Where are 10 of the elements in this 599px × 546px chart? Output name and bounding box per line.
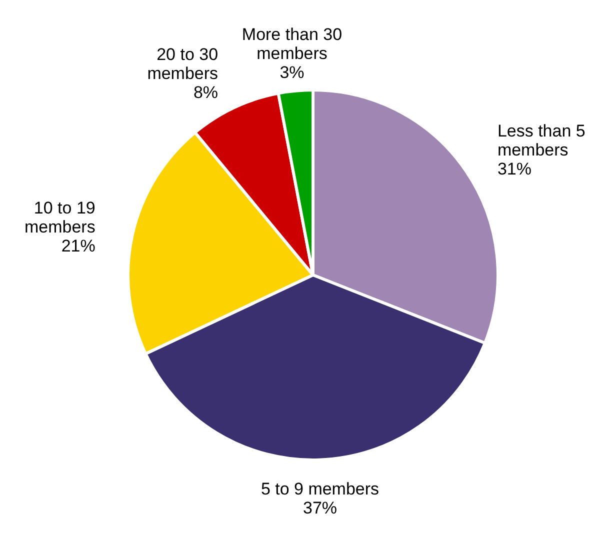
data-label: 3% — [280, 62, 304, 82]
data-label: 8% — [193, 82, 218, 102]
slice-label: More than 30 members — [242, 24, 342, 62]
data-label: 37% — [302, 498, 338, 517]
slice-label: 10 to 19 members — [24, 198, 96, 236]
data-label: 31% — [497, 159, 532, 178]
slice-label: 5 to 9 members — [260, 478, 380, 498]
data-label: 21% — [61, 236, 96, 255]
slice-label: 20 to 30 members — [147, 44, 218, 83]
slice-label: Less than 5 members — [497, 121, 586, 160]
